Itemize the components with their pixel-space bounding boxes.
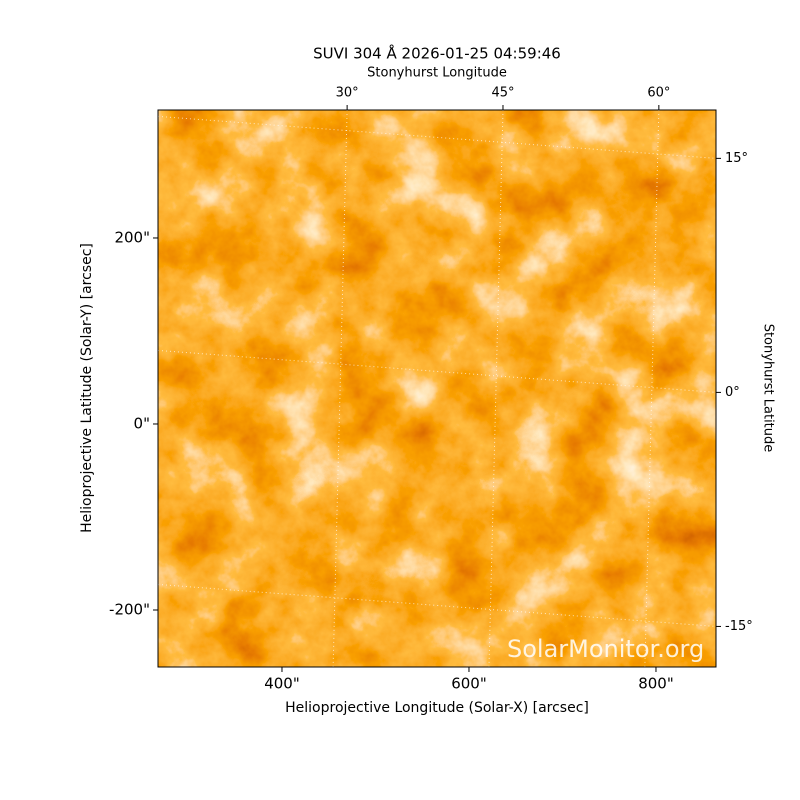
y2-axis-label: Stonyhurst Latitude bbox=[761, 324, 776, 453]
y2-tick-label: -15° bbox=[725, 619, 753, 634]
x2-tick-label: 45° bbox=[491, 86, 514, 101]
axes-frame bbox=[157, 109, 717, 668]
grid-line bbox=[644, 110, 660, 667]
grid-line bbox=[488, 110, 504, 667]
solar-image: SolarMonitor.org bbox=[158, 110, 716, 667]
y-tick-label: -200" bbox=[109, 600, 150, 618]
grid-line bbox=[332, 110, 348, 667]
x-axis-label: Helioprojective Longitude (Solar-X) [arc… bbox=[285, 700, 589, 716]
y-tick-label: 0" bbox=[134, 414, 150, 432]
watermark: SolarMonitor.org bbox=[507, 635, 704, 663]
y2-tick-label: 15° bbox=[725, 151, 748, 166]
x2-tick-label: 60° bbox=[647, 86, 670, 101]
x-tick-label: 400" bbox=[264, 675, 300, 693]
x2-axis-label: Stonyhurst Longitude bbox=[367, 66, 507, 81]
y-axis-label: Helioprojective Latitude (Solar-Y) [arcs… bbox=[79, 243, 95, 533]
y2-tick-label: 0° bbox=[725, 385, 740, 400]
chart-title: SUVI 304 Å 2026-01-25 04:59:46 bbox=[313, 44, 561, 63]
x2-tick-label: 30° bbox=[336, 86, 359, 101]
x-tick-label: 800" bbox=[638, 675, 674, 693]
y-tick-label: 200" bbox=[114, 228, 150, 246]
x-tick-label: 600" bbox=[451, 675, 487, 693]
